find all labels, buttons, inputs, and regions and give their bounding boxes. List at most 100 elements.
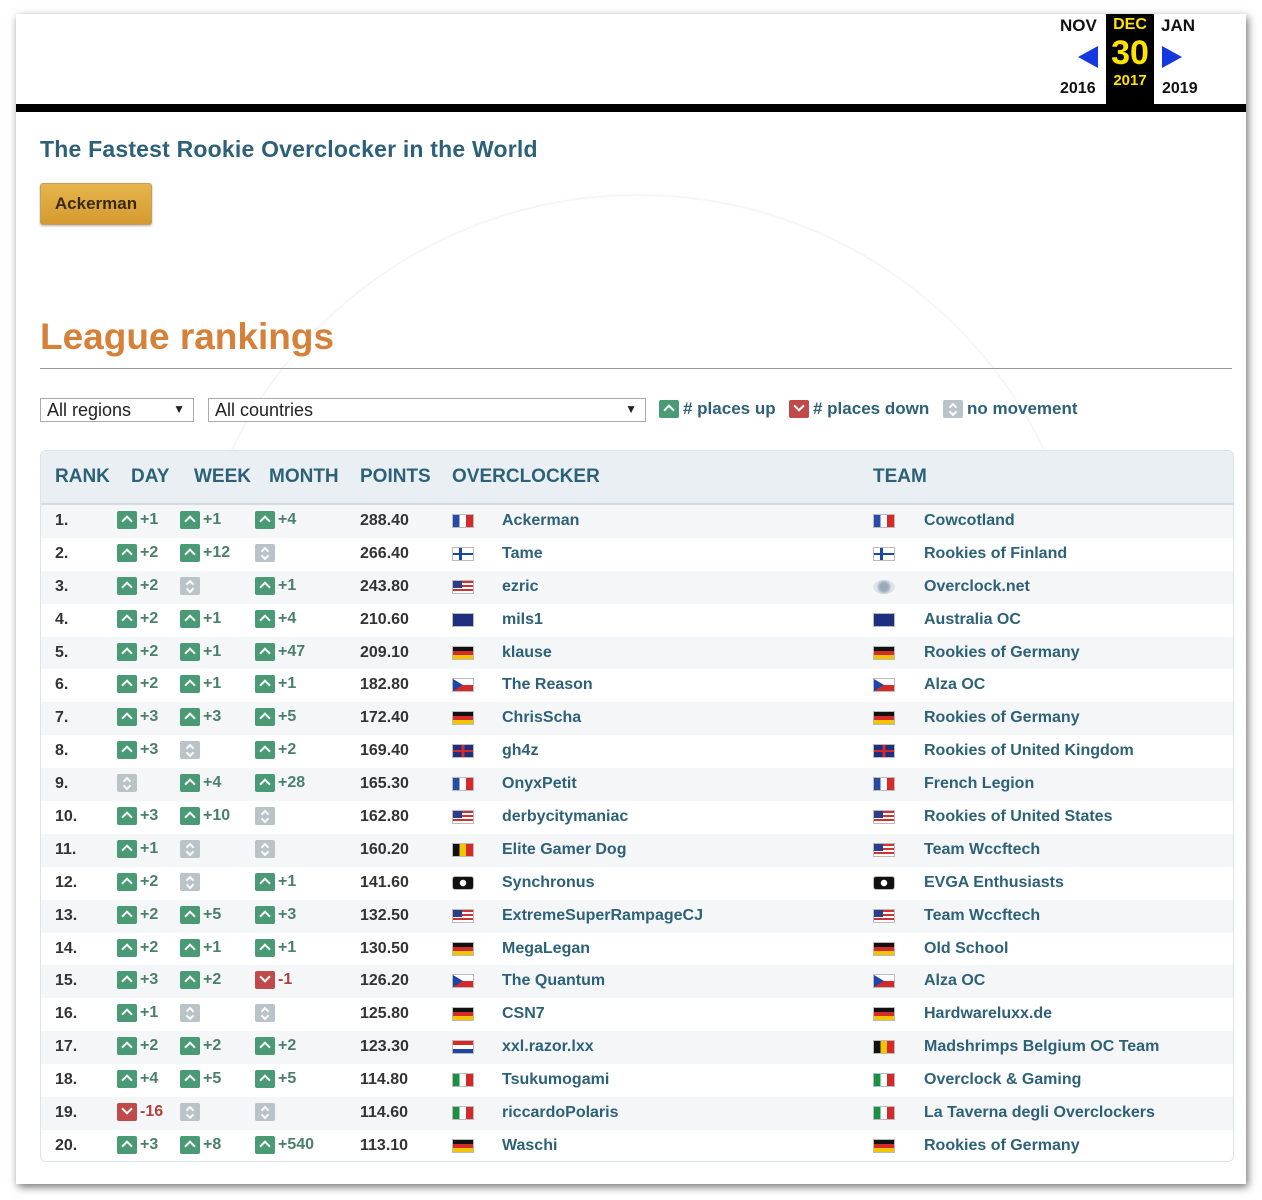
overclocker-link[interactable]: MegaLegan: [502, 939, 591, 957]
overclocker-link[interactable]: CSN7: [502, 1005, 545, 1023]
next-month-label[interactable]: JAN: [1161, 16, 1196, 35]
flag-fi-icon: [873, 546, 895, 561]
team-link[interactable]: Rookies of Germany: [924, 643, 1080, 661]
flag-evga-icon: [452, 875, 474, 890]
header-month: MONTH: [269, 466, 339, 487]
team-link[interactable]: Australia OC: [924, 610, 1021, 628]
header-overclocker: OVERCLOCKER: [452, 466, 600, 487]
flag-de-icon: [452, 1007, 474, 1022]
overclocker-link[interactable]: Synchronus: [502, 873, 595, 891]
no-movement-icon: [255, 1103, 275, 1122]
arrow-up-icon: [180, 675, 200, 694]
week-change-cell: [180, 576, 200, 595]
overclocker-link[interactable]: derbycitymaniac: [502, 808, 629, 826]
next-year-label[interactable]: 2019: [1162, 80, 1198, 97]
flag-gb-icon: [873, 744, 895, 759]
region-select[interactable]: All regions ▼: [40, 398, 194, 422]
week-change-cell: +1: [180, 642, 221, 661]
overclocker-link[interactable]: klause: [502, 643, 552, 661]
prev-arrow-icon[interactable]: [1078, 46, 1098, 68]
team-link[interactable]: Hardwareluxx.de: [924, 1005, 1053, 1023]
team-link[interactable]: Rookies of United States: [924, 808, 1113, 826]
overclocker-link[interactable]: Tsukumogami: [502, 1071, 610, 1089]
week-change-value: +10: [203, 807, 231, 825]
overclocker-link[interactable]: Waschi: [502, 1136, 558, 1154]
rank-cell: 5.: [55, 643, 69, 661]
day-change-value: +2: [140, 938, 159, 956]
team-link[interactable]: Rookies of Germany: [924, 1136, 1080, 1154]
overclocker-link[interactable]: xxl.razor.lxx: [502, 1038, 594, 1056]
team-link[interactable]: Team Wccftech: [924, 906, 1041, 924]
team-link[interactable]: Overclock & Gaming: [924, 1071, 1082, 1089]
team-link[interactable]: French Legion: [924, 775, 1035, 793]
overclocker-link[interactable]: OnyxPetit: [502, 775, 577, 793]
arrow-up-icon: [117, 807, 137, 826]
prev-year-label[interactable]: 2016: [1060, 80, 1096, 97]
team-link[interactable]: Rookies of Germany: [924, 709, 1080, 727]
arrow-down-icon: [117, 1103, 137, 1122]
arrow-up-icon: [180, 1135, 200, 1154]
arrow-up-icon: [180, 774, 200, 793]
day-change-cell: +1: [117, 1004, 158, 1023]
team-link[interactable]: Cowcotland: [924, 512, 1015, 529]
overclocker-link[interactable]: The Reason: [502, 676, 593, 694]
day-change-cell: +3: [117, 708, 158, 727]
team-link[interactable]: Old School: [924, 939, 1009, 957]
arrow-down-icon: [255, 971, 275, 990]
overclocker-link[interactable]: mils1: [502, 610, 543, 628]
country-select[interactable]: All countries ▼: [208, 398, 646, 422]
flag-fr-icon: [452, 514, 474, 528]
month-change-value: +5: [278, 708, 297, 726]
team-link[interactable]: EVGA Enthusiasts: [924, 873, 1064, 891]
flag-it-icon: [873, 1073, 895, 1088]
flag-de-icon: [873, 645, 895, 660]
rank-cell: 14.: [55, 939, 78, 957]
month-change-cell: +5: [255, 708, 297, 727]
team-link[interactable]: Rookies of Finland: [924, 544, 1068, 562]
month-change-value: +2: [278, 741, 297, 759]
arrow-down-icon: [789, 400, 809, 418]
table-row: 8. +3 +2 169.40 gh4z Rookies of United Kingdo…: [41, 735, 1233, 769]
team-link[interactable]: Team Wccftech: [924, 840, 1041, 858]
week-change-value: +2: [203, 971, 222, 989]
team-link[interactable]: Overclock.net: [924, 577, 1030, 595]
rank-cell: 17.: [55, 1038, 78, 1056]
flag-evga-icon: [873, 875, 895, 890]
team-link[interactable]: Rookies of United Kingdom: [924, 742, 1134, 760]
team-link[interactable]: Alza OC: [924, 676, 986, 694]
arrow-up-icon: [117, 642, 137, 661]
winner-button[interactable]: Ackerman: [40, 183, 152, 225]
overclocker-link[interactable]: ezric: [502, 577, 539, 595]
next-arrow-icon[interactable]: [1162, 46, 1182, 68]
overclocker-link[interactable]: Tame: [502, 544, 543, 562]
flag-ocnet-icon: [873, 579, 895, 594]
day-change-cell: +1: [117, 511, 158, 529]
team-link[interactable]: Alza OC: [924, 972, 986, 990]
day-change-value: +1: [140, 511, 159, 528]
arrow-up-icon: [117, 839, 137, 858]
month-change-value: +1: [278, 576, 297, 594]
overclocker-link[interactable]: Elite Gamer Dog: [502, 840, 627, 858]
rank-cell: 12.: [55, 873, 78, 891]
month-change-cell: +1: [255, 938, 296, 957]
team-link[interactable]: Madshrimps Belgium OC Team: [924, 1038, 1160, 1056]
overclocker-link[interactable]: gh4z: [502, 742, 539, 760]
overclocker-link[interactable]: ExtremeSuperRampageCJ: [502, 906, 703, 924]
arrow-up-icon: [180, 1070, 200, 1089]
week-change-cell: +1: [180, 675, 221, 694]
month-change-cell: +5: [255, 1070, 296, 1089]
overclocker-link[interactable]: Ackerman: [502, 512, 580, 529]
day-change-value: +2: [140, 576, 159, 594]
team-link[interactable]: La Taverna degli Overclockers: [924, 1104, 1155, 1122]
overclocker-link[interactable]: The Quantum: [502, 972, 606, 990]
prev-month-label[interactable]: NOV: [1060, 16, 1097, 35]
overclocker-link[interactable]: ChrisScha: [502, 709, 582, 727]
arrow-up-icon: [117, 1070, 137, 1089]
points-cell: 288.40: [360, 512, 409, 529]
table-row: 13. +2 +5 +3 132.50 ExtremeSuperRampageCJ Team…: [41, 899, 1233, 933]
overclocker-link[interactable]: riccardoPolaris: [502, 1104, 619, 1122]
arrow-up-icon: [117, 872, 137, 891]
points-cell: 209.10: [360, 643, 409, 661]
legend-down-label: # places down: [813, 399, 930, 418]
arrow-up-icon: [180, 543, 200, 562]
